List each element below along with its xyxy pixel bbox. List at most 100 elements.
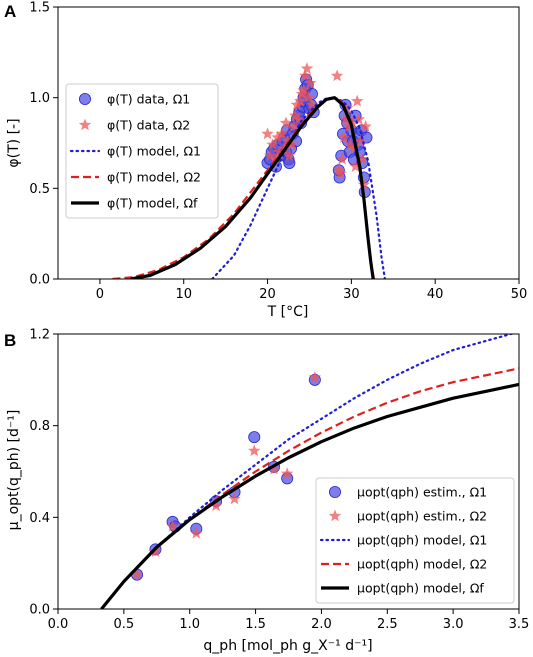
x-tick-label: 2.5 <box>377 617 398 632</box>
x-tick-label: 30 <box>343 287 360 302</box>
legend-label: μopt(qph) model, Ωf <box>357 581 484 596</box>
y-tick-label: 0.0 <box>29 603 50 618</box>
chart-a-legend-box <box>65 83 219 219</box>
series-line-solid <box>130 96 375 279</box>
x-tick-label: 1.5 <box>245 617 266 632</box>
data-point-star <box>209 499 223 512</box>
data-point-star <box>359 120 372 132</box>
chart-a-legend: φ(T) data, Ω1 φ(T) data, Ω2 φ(T) model, Ω1… <box>65 83 219 219</box>
data-point-star <box>281 467 294 480</box>
data-point-star <box>248 444 261 457</box>
panel-a-label: A <box>4 2 16 21</box>
data-point-star <box>283 149 296 161</box>
x-tick-label: 3.5 <box>509 617 530 632</box>
chart-a-frame <box>57 6 520 280</box>
y-tick-label: 1.5 <box>29 1 50 16</box>
data-point-star <box>261 127 274 140</box>
chart-b-axes: 0.0 0.5 1.0 1.5 2.0 2.5 3.0 3.5 0.0 0.4 0.8 1.2 <box>29 328 529 633</box>
x-tick-label: 1.0 <box>179 617 200 632</box>
data-point-star <box>267 462 281 475</box>
x-tick-label: 50 <box>511 287 528 302</box>
data-point-star <box>330 69 344 82</box>
data-point-star <box>347 141 361 154</box>
data-point-star <box>273 145 286 158</box>
y-tick-label: 1.0 <box>29 91 50 106</box>
chart-panel-b: 0.0 0.5 1.0 1.5 2.0 2.5 3.0 3.5 0.0 0.4 0.8 1.2 q_p… <box>6 328 529 655</box>
series-line-solid <box>100 382 519 609</box>
data-point-star <box>308 371 322 383</box>
data-point-star <box>337 131 350 143</box>
data-point-star <box>304 76 317 89</box>
data-point-star <box>289 109 302 122</box>
x-tick-label: 20 <box>259 287 276 302</box>
data-point-star <box>290 98 304 111</box>
data-point-star <box>335 152 349 165</box>
panel-b-label: B <box>4 331 16 350</box>
data-point-star <box>190 526 203 539</box>
chart-b-plot-area <box>100 334 519 609</box>
legend-marker-circle <box>79 93 92 106</box>
data-point-star <box>266 138 279 151</box>
data-point-star <box>352 112 366 125</box>
data-point-star <box>297 83 310 96</box>
y-tick-label: 0.4 <box>29 511 50 526</box>
legend-marker-star <box>328 509 342 522</box>
legend-label: φ(T) data, Ω2 <box>107 118 190 133</box>
chart-b-marks <box>100 334 519 609</box>
x-tick-label: 3.0 <box>443 617 464 632</box>
data-point-star <box>356 152 369 165</box>
y-tick-label: 0.0 <box>29 273 50 288</box>
data-point-star <box>149 545 162 557</box>
data-point-star <box>287 120 300 132</box>
x-tick-label: 0.5 <box>114 617 135 632</box>
chart-b-frame <box>57 333 520 610</box>
data-point-star <box>339 112 352 125</box>
x-tick-label: 40 <box>427 287 444 302</box>
data-point-star <box>279 116 293 129</box>
data-point-star <box>285 138 299 151</box>
chart-panel-a: 0 10 20 30 40 500.00.51.01.5 T [°C] φ(T) [-] … <box>6 1 527 321</box>
data-point-star <box>281 134 294 147</box>
legend-marker-star <box>78 118 92 131</box>
data-point-star <box>271 131 284 143</box>
data-point-star <box>302 91 315 103</box>
legend-label: φ(T) model, Ω2 <box>107 170 201 185</box>
data-point-star <box>299 69 312 82</box>
data-point-star <box>340 102 354 114</box>
data-point-star <box>354 134 367 147</box>
x-tick-label: 2.0 <box>311 617 332 632</box>
data-point-circle <box>283 156 296 169</box>
legend-marker-circle <box>328 485 341 498</box>
y-tick-label: 0.5 <box>29 182 50 197</box>
x-tick-label: 0 <box>96 287 104 302</box>
data-point-star <box>344 138 357 151</box>
data-point-star <box>294 94 307 107</box>
data-point-star <box>263 149 277 161</box>
data-point-star <box>351 94 364 107</box>
legend-label: μopt(qph) model, Ω1 <box>357 533 487 548</box>
chart-a-ylabel: φ(T) [-] <box>6 118 22 167</box>
chart-a-plot-area <box>112 62 386 279</box>
chart-a-axes: 0 10 20 30 40 50 0.0 0.5 1.0 1.5 <box>29 1 527 303</box>
data-point-star <box>357 178 371 190</box>
data-point-circle <box>248 431 261 444</box>
x-tick-label: 10 <box>175 287 192 302</box>
y-tick-label: 0.8 <box>29 419 50 434</box>
chart-b-legend-box <box>315 477 515 604</box>
data-point-star <box>332 163 345 176</box>
data-point-star <box>342 120 356 132</box>
data-point-star <box>349 160 362 172</box>
legend-label: φ(T) model, Ωf <box>107 196 198 211</box>
data-point-star <box>166 520 179 532</box>
data-point-star <box>300 62 314 74</box>
legend-label: φ(T) data, Ω1 <box>107 92 190 107</box>
legend-label: μopt(qph) estim., Ω1 <box>357 485 487 500</box>
data-point-star <box>228 492 241 505</box>
legend-label: μopt(qph) estim., Ω2 <box>357 509 487 524</box>
chart-b-xlabel: q_ph [mol_ph g_X⁻¹ d⁻¹] <box>203 638 372 654</box>
data-point-star <box>305 98 319 111</box>
data-point-star <box>130 568 144 580</box>
legend-label: μopt(qph) model, Ω2 <box>357 557 487 572</box>
y-tick-label: 1.2 <box>29 328 50 343</box>
